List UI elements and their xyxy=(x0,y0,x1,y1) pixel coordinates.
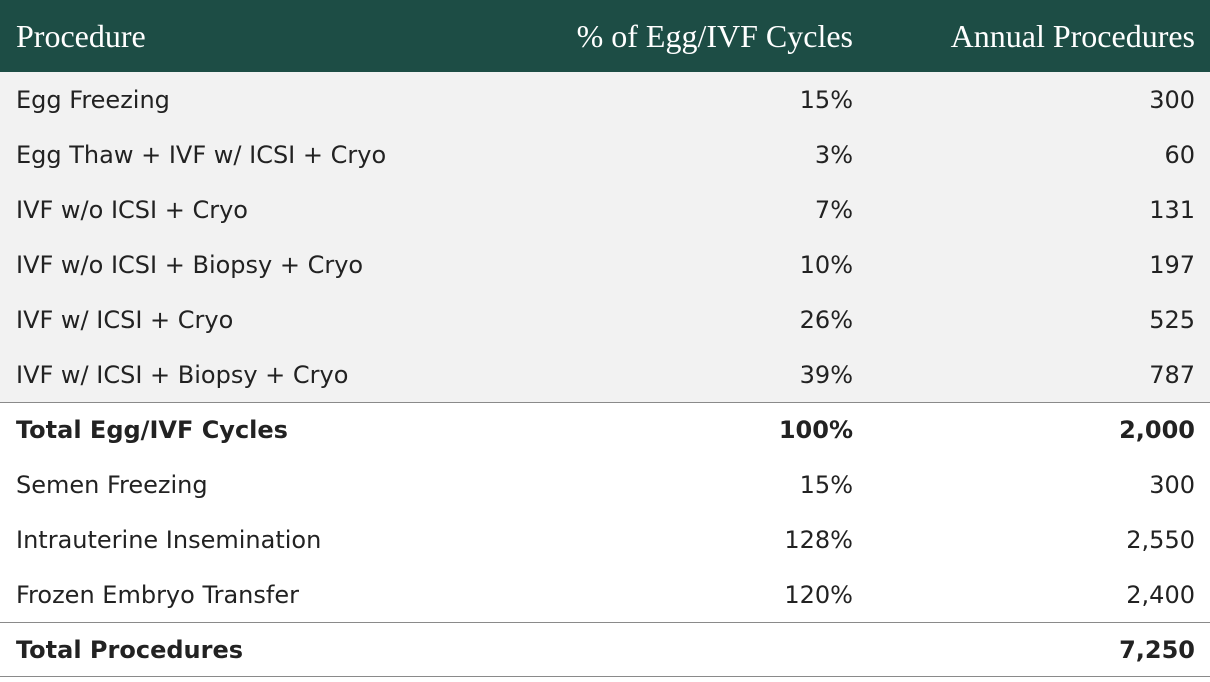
percent-cell: 3% xyxy=(814,140,853,169)
percent-cell: 15% xyxy=(799,470,853,499)
table-row: IVF w/o ICSI + Cryo 7% 131 xyxy=(0,182,1210,237)
procedure-name: IVF w/o ICSI + Cryo xyxy=(16,195,248,224)
header-cell: % of Egg/IVF Cycles xyxy=(576,17,853,54)
header-cell: Procedure xyxy=(16,17,146,54)
table-row: IVF w/ ICSI + Cryo 26% 525 xyxy=(0,292,1210,347)
total-row: Total Egg/IVF Cycles 100% 2,000 xyxy=(0,402,1210,457)
percent-cell: 10% xyxy=(799,250,853,279)
procedure-name: Egg Thaw + IVF w/ ICSI + Cryo xyxy=(16,140,387,169)
annual-cell: 131 xyxy=(1149,195,1195,224)
procedure-name: Frozen Embryo Transfer xyxy=(16,580,299,609)
percent-cell: 100% xyxy=(778,416,853,444)
percent-cell: 128% xyxy=(784,525,853,554)
annual-cell: 2,550 xyxy=(1126,525,1195,554)
annual-cell: 7,250 xyxy=(1119,635,1195,664)
percent-cell: 26% xyxy=(799,305,853,334)
table-row: Egg Freezing 15% 300 xyxy=(0,72,1210,127)
procedure-name: Egg Freezing xyxy=(16,85,170,114)
table-row: Egg Thaw + IVF w/ ICSI + Cryo 3% 60 xyxy=(0,127,1210,182)
table-row: Intrauterine Insemination 128% 2,550 xyxy=(0,512,1210,567)
table-row: IVF w/o ICSI + Biopsy + Cryo 10% 197 xyxy=(0,237,1210,292)
table-row: Frozen Embryo Transfer 120% 2,400 xyxy=(0,567,1210,622)
percent-cell: 39% xyxy=(799,360,853,389)
procedure-name: IVF w/o ICSI + Biopsy + Cryo xyxy=(16,250,364,279)
percent-cell: 120% xyxy=(784,580,853,609)
header-row: Procedure % of Egg/IVF Cycles Annual Pro… xyxy=(0,0,1210,72)
annual-cell: 197 xyxy=(1149,250,1195,279)
procedure-name: Total Egg/IVF Cycles xyxy=(16,416,288,444)
procedure-name: IVF w/ ICSI + Biopsy + Cryo xyxy=(16,360,349,389)
annual-cell: 2,400 xyxy=(1126,580,1195,609)
table-row: IVF w/ ICSI + Biopsy + Cryo 39% 787 xyxy=(0,347,1210,402)
annual-cell: 525 xyxy=(1149,305,1195,334)
annual-cell: 300 xyxy=(1149,470,1195,499)
table-row: Semen Freezing 15% 300 xyxy=(0,457,1210,512)
percent-cell: 15% xyxy=(799,85,853,114)
annual-cell: 60 xyxy=(1164,140,1195,169)
header-cell: Annual Procedures xyxy=(950,17,1195,54)
procedure-name: Total Procedures xyxy=(16,635,244,664)
annual-cell: 2,000 xyxy=(1119,416,1195,444)
procedure-name: Intrauterine Insemination xyxy=(16,525,322,554)
total-row: Total Procedures 7,250 xyxy=(0,622,1210,677)
annual-cell: 300 xyxy=(1149,85,1195,114)
annual-cell: 787 xyxy=(1149,360,1195,389)
percent-cell: 7% xyxy=(814,195,853,224)
procedure-name: Semen Freezing xyxy=(16,470,208,499)
procedure-name: IVF w/ ICSI + Cryo xyxy=(16,305,234,334)
